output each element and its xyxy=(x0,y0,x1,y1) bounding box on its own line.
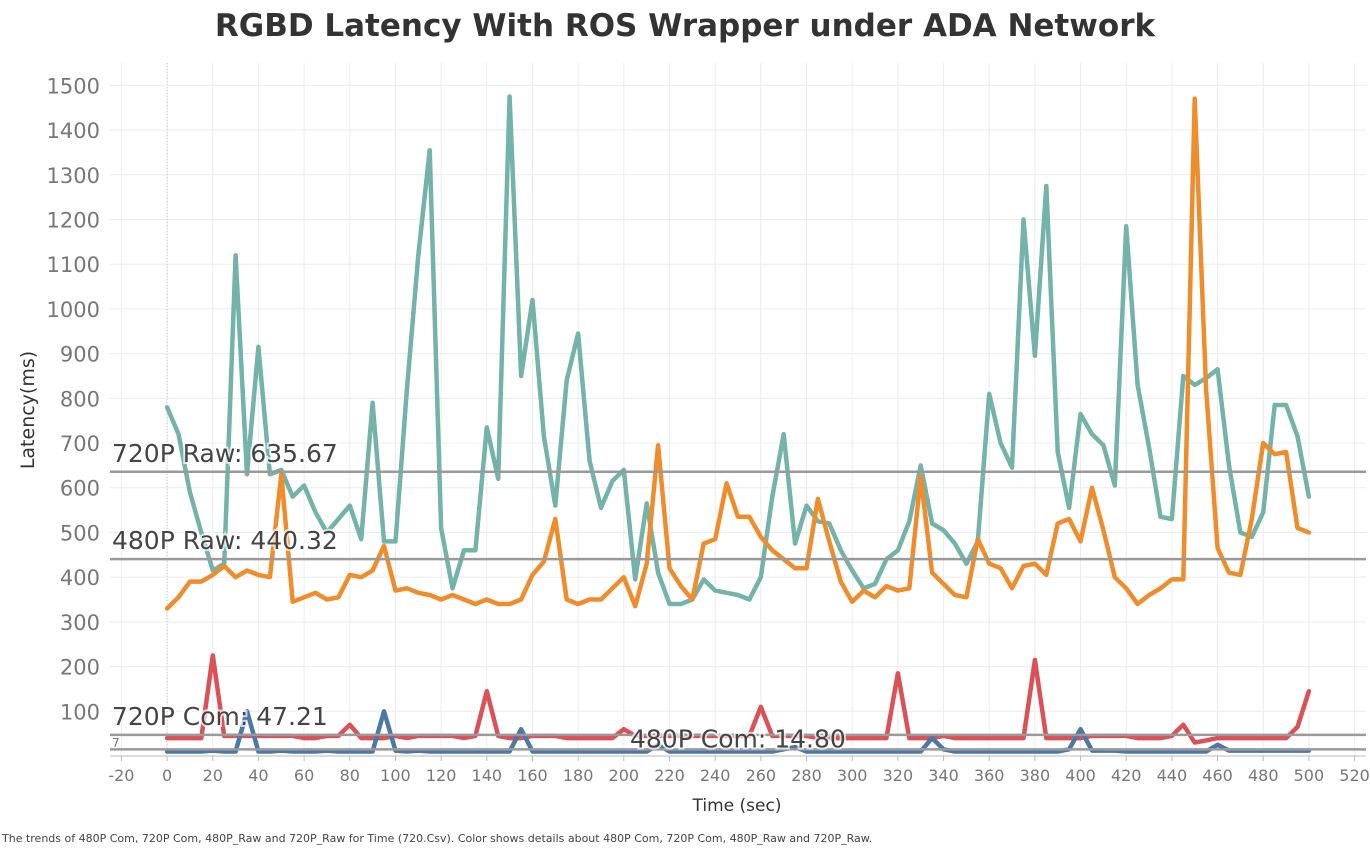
reference-line-label: 480P Com: 14.80 xyxy=(630,724,846,753)
y-tick-label: 800 xyxy=(60,387,100,411)
x-tick-label: 400 xyxy=(1065,766,1096,785)
x-tick-label: 280 xyxy=(791,766,822,785)
x-tick-label: 120 xyxy=(426,766,457,785)
y-tick-label: 500 xyxy=(60,521,100,545)
y-tick-label: 700 xyxy=(60,432,100,456)
series-layer xyxy=(164,94,1312,754)
grid-layer xyxy=(110,63,1366,756)
x-tick-label: 320 xyxy=(883,766,914,785)
x-axis-title: Time (sec) xyxy=(692,796,782,816)
axis-layer: 1002003004005006007008009001000110012001… xyxy=(47,74,1370,785)
x-tick-label: 260 xyxy=(746,766,777,785)
x-tick-label: 240 xyxy=(700,766,731,785)
y-tick-label: 1100 xyxy=(47,253,100,277)
y-tick-label: 300 xyxy=(60,611,100,635)
x-tick-label: 20 xyxy=(203,766,223,785)
x-tick-label: 200 xyxy=(609,766,640,785)
x-tick-label: 60 xyxy=(294,766,314,785)
y-tick-label: 1400 xyxy=(47,119,100,143)
x-tick-label: 340 xyxy=(928,766,959,785)
x-tick-label: 140 xyxy=(472,766,503,785)
x-tick-label: 420 xyxy=(1111,766,1142,785)
y-tick-label: 600 xyxy=(60,477,100,501)
x-tick-label: 460 xyxy=(1202,766,1233,785)
y-tick-label: 200 xyxy=(60,656,100,680)
y-axis-title: Latency(ms) xyxy=(17,351,39,469)
x-tick-label: 360 xyxy=(974,766,1005,785)
x-tick-label: 40 xyxy=(248,766,268,785)
x-tick-label: -20 xyxy=(108,766,134,785)
series-line-raw720 xyxy=(164,94,1312,607)
reference-line-label: 720P Com: 47.21 xyxy=(112,702,328,731)
y-tick-label: 1300 xyxy=(47,164,100,188)
y-tick-label: 1200 xyxy=(47,208,100,232)
chart-caption: The trends of 480P Com, 720P Com, 480P_R… xyxy=(2,832,873,845)
y-tick-label: 400 xyxy=(60,566,100,590)
y-tick-label: 900 xyxy=(60,343,100,367)
reference-line-label: 720P Raw: 635.67 xyxy=(112,439,338,468)
marker-label: 7 xyxy=(112,736,120,750)
x-tick-label: 440 xyxy=(1157,766,1188,785)
x-tick-label: 0 xyxy=(162,766,172,785)
reference-line-layer: 720P Raw: 635.67 480P Raw: 440.32 720P Com… xyxy=(110,437,1366,755)
x-tick-label: 380 xyxy=(1020,766,1051,785)
x-tick-label: 160 xyxy=(517,766,548,785)
chart-title: RGBD Latency With ROS Wrapper under ADA … xyxy=(214,8,1156,44)
y-tick-label: 100 xyxy=(60,700,100,724)
x-tick-label: 220 xyxy=(654,766,685,785)
series-line-raw480 xyxy=(164,96,1312,611)
x-tick-label: 80 xyxy=(340,766,360,785)
x-tick-label: 300 xyxy=(837,766,868,785)
x-tick-label: 480 xyxy=(1248,766,1279,785)
y-tick-label: 1500 xyxy=(47,74,100,98)
reference-line-label: 480P Raw: 440.32 xyxy=(112,526,338,555)
x-tick-label: 180 xyxy=(563,766,594,785)
x-tick-label: 520 xyxy=(1339,766,1370,785)
y-tick-label: 1000 xyxy=(47,298,100,322)
series-line-com480 xyxy=(164,709,1312,754)
x-tick-label: 500 xyxy=(1294,766,1325,785)
x-tick-label: 100 xyxy=(380,766,411,785)
